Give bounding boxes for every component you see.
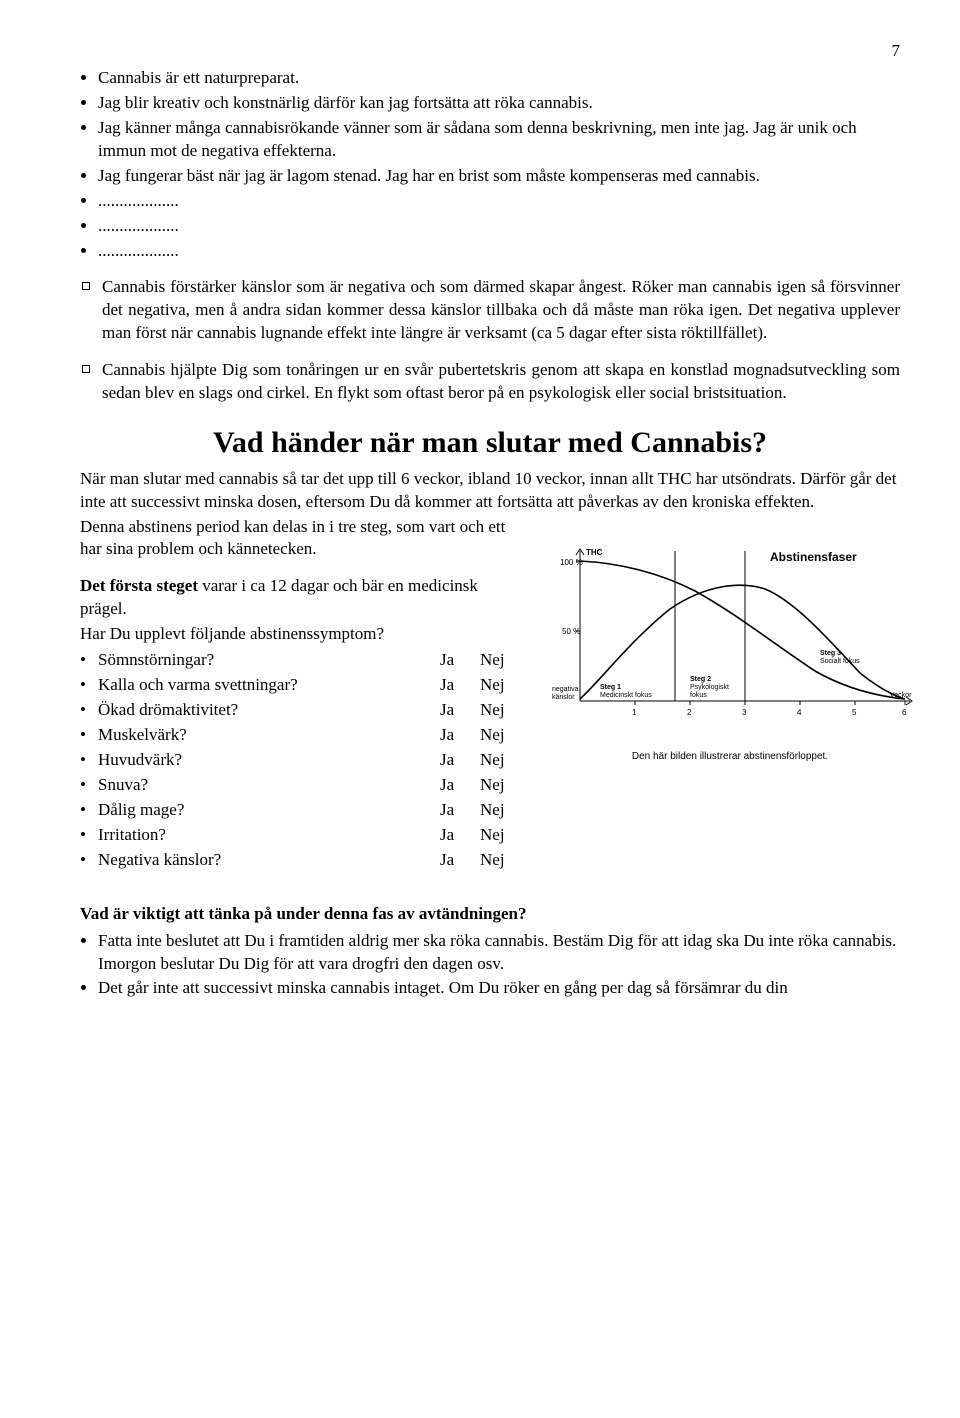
list-item: ................... (98, 190, 900, 213)
symptom-label: Huvudvärk? (98, 748, 440, 773)
symptom-label: Snuva? (98, 773, 440, 798)
list-item: Det går inte att successivt minska canna… (98, 977, 900, 1000)
table-row: Sömnstörningar?JaNej (80, 648, 520, 673)
svg-text:Medicinskt fokus: Medicinskt fokus (600, 692, 652, 699)
svg-text:2: 2 (687, 708, 692, 717)
bullet-icon (80, 698, 98, 723)
symptom-label: Sömnstörningar? (98, 648, 440, 673)
answer-yes: Ja (440, 748, 480, 773)
square-bullet-list: Cannabis förstärker känslor som är negat… (80, 276, 900, 405)
answer-no: Nej (480, 723, 520, 748)
svg-text:Abstinensfaser: Abstinensfaser (770, 550, 857, 564)
svg-text:Steg 1: Steg 1 (600, 684, 621, 691)
svg-text:50 %: 50 % (562, 627, 580, 636)
answer-no: Nej (480, 798, 520, 823)
table-row: Huvudvärk?JaNej (80, 748, 520, 773)
abstinence-chart: 100 % 50 % THC Abstinensfaser 1 2 3 4 5 … (540, 526, 920, 746)
svg-text:Socialt fokus: Socialt fokus (820, 658, 860, 665)
intro-paragraph: När man slutar med cannabis så tar det u… (80, 468, 900, 514)
section-title: Vad händer när man slutar med Cannabis? (80, 423, 900, 464)
answer-no: Nej (480, 748, 520, 773)
symptom-label: Negativa känslor? (98, 848, 440, 873)
list-item: Jag fungerar bäst när jag är lagom stena… (98, 165, 900, 188)
svg-text:4: 4 (797, 708, 802, 717)
table-row: Snuva?JaNej (80, 773, 520, 798)
svg-text:känslor: känslor (552, 694, 575, 701)
bullet-icon (80, 773, 98, 798)
answer-no: Nej (480, 773, 520, 798)
svg-text:6: 6 (902, 708, 907, 717)
symptom-label: Muskelvärk? (98, 723, 440, 748)
answer-yes: Ja (440, 698, 480, 723)
step1-heading: Det första steget varar i ca 12 dagar oc… (80, 575, 520, 621)
table-row: Kalla och varma svettningar?JaNej (80, 673, 520, 698)
list-item: Cannabis hjälpte Dig som tonåringen ur e… (80, 359, 900, 405)
bullet-icon (80, 673, 98, 698)
bullet-icon (80, 723, 98, 748)
symptom-label: Dålig mage? (98, 798, 440, 823)
symptom-label: Ökad drömaktivitet? (98, 698, 440, 723)
bullet-icon (80, 823, 98, 848)
svg-text:THC: THC (586, 548, 603, 557)
svg-text:Steg 2: Steg 2 (690, 676, 711, 683)
answer-no: Nej (480, 848, 520, 873)
answer-no: Nej (480, 823, 520, 848)
answer-no: Nej (480, 673, 520, 698)
list-item: Cannabis är ett naturpreparat. (98, 67, 900, 90)
svg-text:Veckor: Veckor (890, 692, 912, 699)
svg-text:100 %: 100 % (560, 558, 583, 567)
step1-question: Har Du upplevt följande abstinenssymptom… (80, 623, 520, 646)
table-row: Negativa känslor?JaNej (80, 848, 520, 873)
answer-yes: Ja (440, 773, 480, 798)
answer-yes: Ja (440, 848, 480, 873)
bottom-bullet-list: Fatta inte beslutet att Du i framtiden a… (80, 930, 900, 1001)
chart-caption: Den här bilden illustrerar abstinensförl… (540, 750, 920, 764)
symptoms-table: Sömnstörningar?JaNej Kalla och varma sve… (80, 648, 520, 872)
table-row: Dålig mage?JaNej (80, 798, 520, 823)
list-item: Fatta inte beslutet att Du i framtiden a… (98, 930, 900, 976)
svg-text:5: 5 (852, 708, 857, 717)
svg-text:Psykologiskt: Psykologiskt (690, 684, 729, 691)
step1-bold: Det första steget (80, 576, 198, 595)
svg-text:Steg 3: Steg 3 (820, 650, 841, 657)
top-bullet-list: Cannabis är ett naturpreparat. Jag blir … (80, 67, 900, 263)
list-item: Cannabis förstärker känslor som är negat… (80, 276, 900, 345)
table-row: Irritation?JaNej (80, 823, 520, 848)
table-row: Muskelvärk?JaNej (80, 723, 520, 748)
answer-yes: Ja (440, 723, 480, 748)
answer-yes: Ja (440, 673, 480, 698)
list-item: Jag blir kreativ och konstnärlig därför … (98, 92, 900, 115)
intro-paragraph: Denna abstinens period kan delas in i tr… (80, 516, 520, 562)
answer-yes: Ja (440, 823, 480, 848)
bottom-heading: Vad är viktigt att tänka på under denna … (80, 903, 900, 926)
bullet-icon (80, 848, 98, 873)
table-row: Ökad drömaktivitet?JaNej (80, 698, 520, 723)
list-item: Jag känner många cannabisrökande vänner … (98, 117, 900, 163)
bullet-icon (80, 748, 98, 773)
chart-container: 100 % 50 % THC Abstinensfaser 1 2 3 4 5 … (540, 516, 920, 764)
answer-yes: Ja (440, 648, 480, 673)
list-item: ................... (98, 240, 900, 263)
symptom-label: Kalla och varma svettningar? (98, 673, 440, 698)
answer-no: Nej (480, 648, 520, 673)
symptom-label: Irritation? (98, 823, 440, 848)
svg-text:fokus: fokus (690, 692, 707, 699)
answer-yes: Ja (440, 798, 480, 823)
bullet-icon (80, 648, 98, 673)
answer-no: Nej (480, 698, 520, 723)
svg-text:1: 1 (632, 708, 637, 717)
page-number: 7 (80, 40, 900, 63)
bullet-icon (80, 798, 98, 823)
list-item: ................... (98, 215, 900, 238)
svg-text:negativa: negativa (552, 686, 579, 693)
svg-text:3: 3 (742, 708, 747, 717)
